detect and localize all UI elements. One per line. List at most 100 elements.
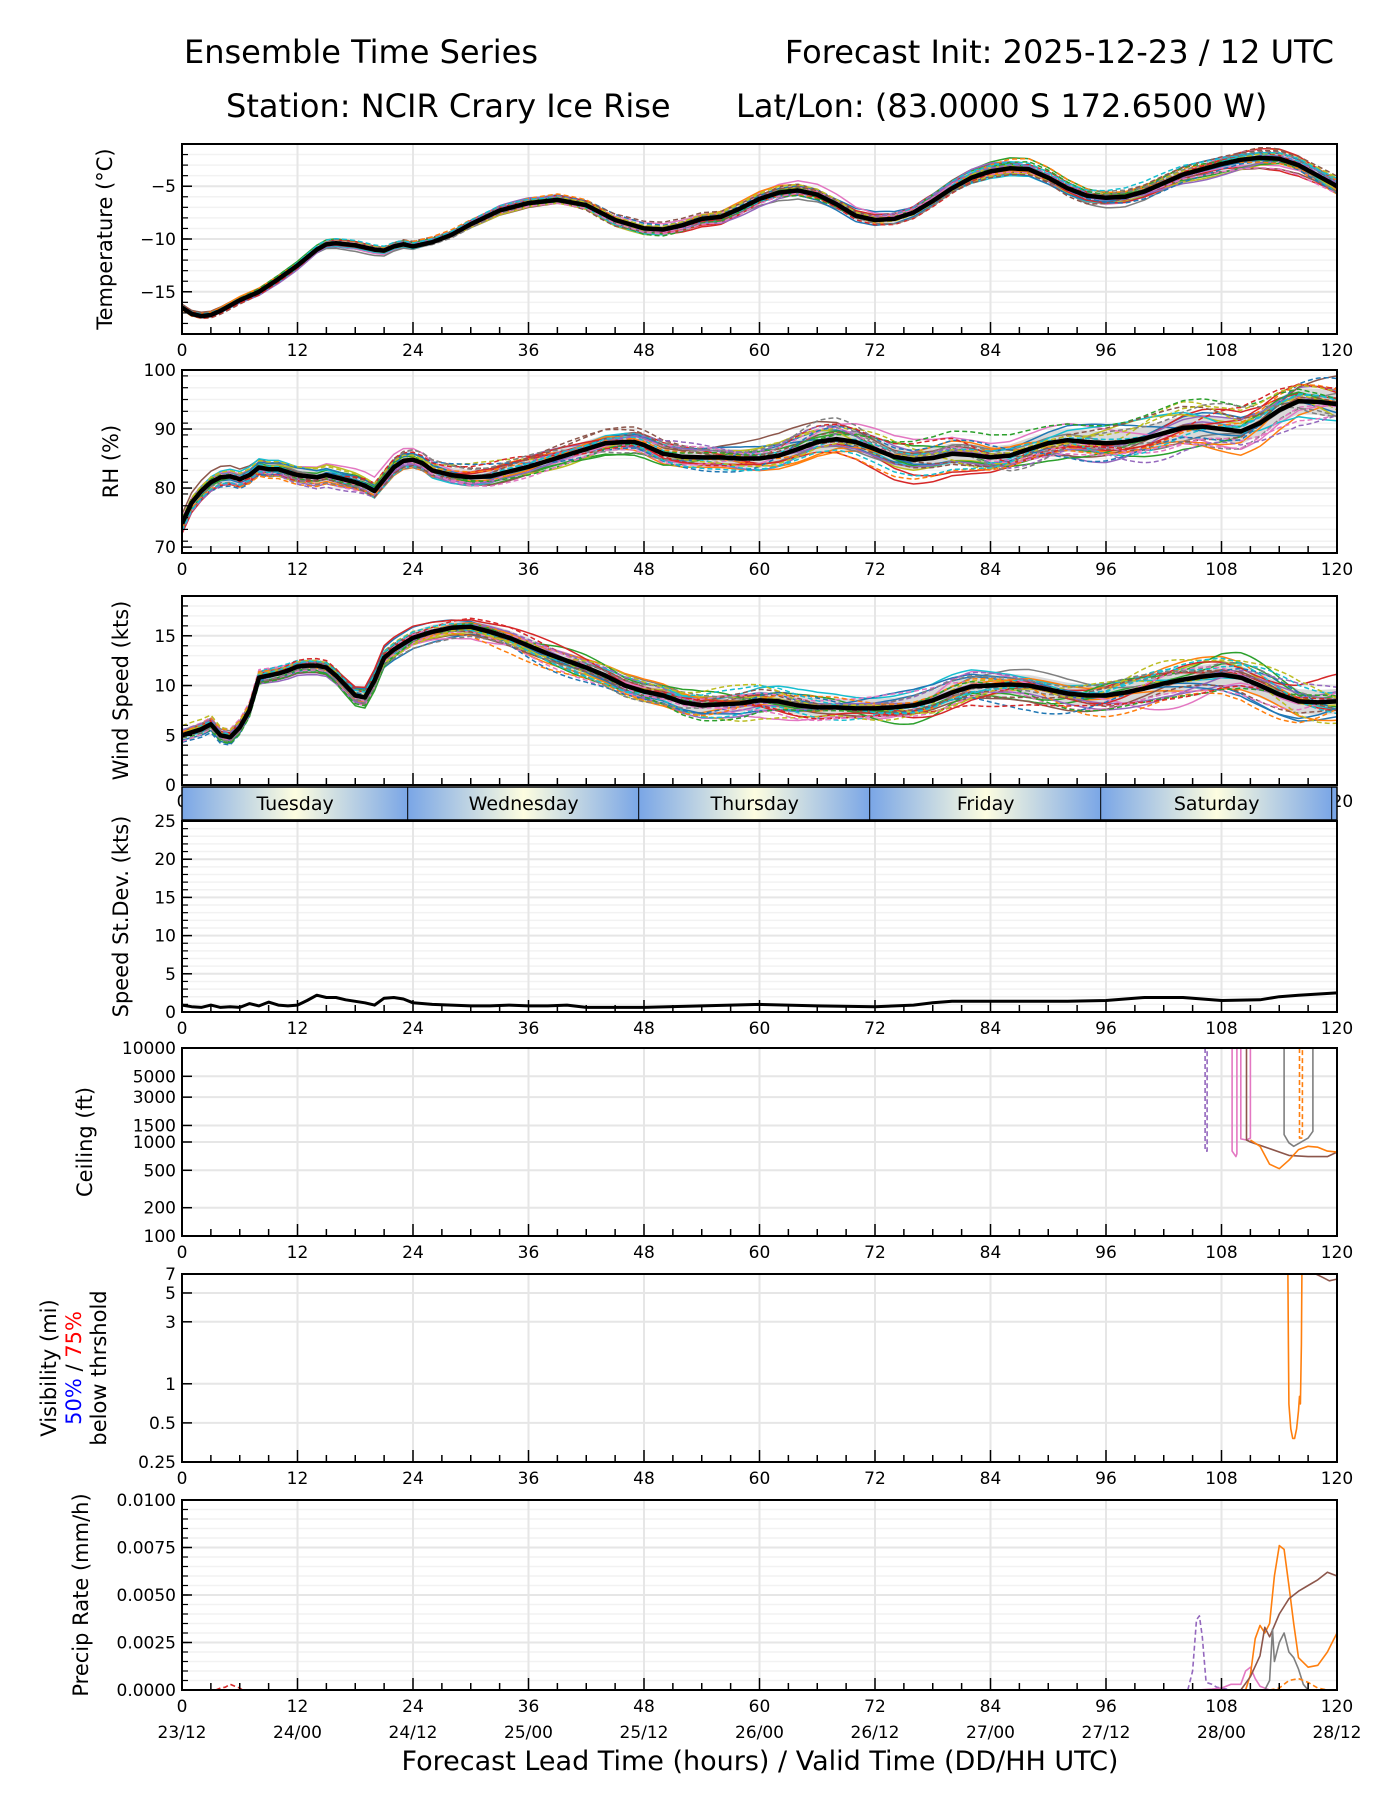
x-tick-label: 72 <box>864 1019 886 1039</box>
x-tick-label: 48 <box>633 1697 655 1717</box>
series-member-orange-dashed <box>1298 1048 1304 1139</box>
x-axis: 0 23/12 12 24/00 24 24/12 36 25/00 48 25/12 60 26/0… <box>158 1678 1362 1743</box>
y-tick-label: 10 <box>154 927 176 947</box>
y-tick-label: −15 <box>140 283 176 303</box>
ensemble-mean-line <box>182 624 1337 740</box>
x-tick-label: 96 <box>1095 560 1117 580</box>
y-axis: 70 80 90 100 <box>144 361 192 558</box>
day-label: Friday <box>957 793 1015 815</box>
x-tick-label: 84 <box>980 1019 1002 1039</box>
y-tick-label: 200 <box>144 1199 176 1219</box>
threshold-75-label: 75% <box>62 1311 86 1358</box>
ensemble-member-line <box>182 622 1337 738</box>
x-tick-label: 96 <box>1095 1019 1117 1039</box>
y-axis: −15 −10 −5 <box>140 143 192 335</box>
x-axis: 0 12 24 36 48 60 72 84 96 108 120 <box>177 541 1353 580</box>
x-axis: 0 12 24 36 48 60 72 84 96 108 120 <box>177 1000 1353 1039</box>
grid <box>181 1499 1338 1691</box>
y-axis: 0.0000 0.0025 0.0050 0.0075 0.0100 <box>117 1491 192 1701</box>
station-label: Station: NCIR Crary Ice Rise <box>226 87 671 125</box>
y-tick-label: 20 <box>154 850 176 870</box>
grid <box>181 1273 1338 1463</box>
ensemble-member-line <box>182 383 1337 526</box>
x-tick-label: 60 <box>749 560 771 580</box>
y-tick-label: 0.0000 <box>117 1681 176 1701</box>
x-tick-label: 24 <box>402 1469 424 1489</box>
plot-area <box>182 375 1337 534</box>
plot-area <box>215 1544 1337 1690</box>
day-segment <box>408 787 640 820</box>
x-tick-label: 84 <box>980 560 1002 580</box>
y-tick-label: 0 <box>165 1003 176 1023</box>
series-member-brown <box>1315 1274 1337 1282</box>
x-tick-label: 48 <box>633 341 655 361</box>
series-member-gray <box>1264 1628 1309 1690</box>
valid-time-label: 27/12 <box>1082 1723 1131 1743</box>
ensemble-member-line <box>182 629 1337 739</box>
panel-relative-humidity: 70 80 90 100 0 12 24 36 48 60 72 84 96 108 120 RH (%) <box>99 361 1353 580</box>
x-tick-label: 36 <box>518 1243 540 1263</box>
x-tick-label: 108 <box>1205 1243 1237 1263</box>
threshold-50-label: 50% <box>62 1378 86 1425</box>
day-segment <box>870 787 1102 820</box>
x-axis: 0 12 24 36 48 60 72 84 96 108 120 <box>177 322 1353 361</box>
ensemble-member-line <box>182 388 1337 519</box>
ensemble-member-line <box>182 384 1337 520</box>
x-tick-label: 24 <box>402 341 424 361</box>
ensemble-member-line <box>182 383 1337 529</box>
y-tick-label: 0.0100 <box>117 1491 176 1511</box>
y-axis-label: Precip Rate (mm/h) <box>69 1493 93 1696</box>
ensemble-member-line <box>182 632 1337 733</box>
x-tick-label: 108 <box>1205 341 1237 361</box>
x-tick-label: 108 <box>1205 560 1237 580</box>
x-tick-label: 48 <box>633 1469 655 1489</box>
x-tick-label: 84 <box>980 341 1002 361</box>
y-tick-label: 1500 <box>133 1116 176 1136</box>
ensemble-member-line <box>182 158 1337 317</box>
series-member-orange <box>1249 1139 1337 1170</box>
series-member-purple <box>1187 1615 1232 1690</box>
x-tick-label: 0 <box>177 1243 188 1263</box>
valid-time-label: 27/00 <box>966 1723 1015 1743</box>
valid-time-label: 24/12 <box>389 1723 438 1743</box>
y-tick-label: 0 <box>165 776 176 796</box>
x-tick-label: 120 <box>1321 341 1353 361</box>
y-axis-label: Visibility (mi) <box>37 1299 61 1436</box>
x-tick-label: 0 <box>177 341 188 361</box>
series-member-orange <box>1244 1544 1337 1690</box>
panel-wind-speed: 05101501224364860728496108120Wind Speed … <box>109 595 1353 812</box>
y-tick-label: 90 <box>154 420 176 440</box>
ensemble-member-line <box>182 394 1337 519</box>
valid-time-label: 25/00 <box>504 1723 553 1743</box>
y-axis-label: RH (%) <box>99 425 123 498</box>
ensemble-member-line <box>182 628 1337 732</box>
panel-speed-stdev: 0 5 10 15 20 25 0 12 24 36 48 60 72 84 96 108 120 Speed S… <box>109 812 1353 1039</box>
day-label: Wednesday <box>469 793 579 815</box>
panel-precip-rate: 0.0000 0.0025 0.0050 0.0075 0.0100 0 23/12 12 24… <box>69 1491 1362 1743</box>
y-tick-label: 7 <box>165 1265 176 1285</box>
x-tick-label: 0 <box>177 1019 188 1039</box>
x-axis-label: Forecast Lead Time (hours) / Valid Time … <box>402 1746 1119 1777</box>
series-member-orange <box>1287 1274 1303 1440</box>
grid <box>181 820 1338 1013</box>
day-label: Saturday <box>1174 793 1260 815</box>
x-tick-label: 60 <box>749 341 771 361</box>
y-tick-label: 0.0025 <box>117 1634 176 1654</box>
x-tick-label: 12 <box>287 1243 309 1263</box>
y-tick-label: 5 <box>165 1284 176 1304</box>
series-member-gray <box>1283 1048 1314 1148</box>
plot-area <box>182 146 1337 320</box>
panel-visibility: 0.25 0.5 1 3 57 0 12 24 36 48 60 72 84 96 108 120 Visibi… <box>37 1265 1353 1489</box>
panel-temperature: −15 −10 −5 0 12 24 36 48 60 72 84 96 108 120 Temperatu… <box>93 143 1353 361</box>
y-tick-label: 5 <box>165 965 176 985</box>
x-tick-label: 120 <box>1321 560 1353 580</box>
y-tick-label: 100 <box>144 361 176 381</box>
x-tick-label: 120 <box>1321 1697 1353 1717</box>
x-tick-label: 12 <box>287 1697 309 1717</box>
ensemble-member-line <box>182 625 1337 743</box>
x-tick-label: 96 <box>1095 1243 1117 1263</box>
valid-time-label: 24/00 <box>273 1723 322 1743</box>
x-tick-label: 0 <box>177 560 188 580</box>
